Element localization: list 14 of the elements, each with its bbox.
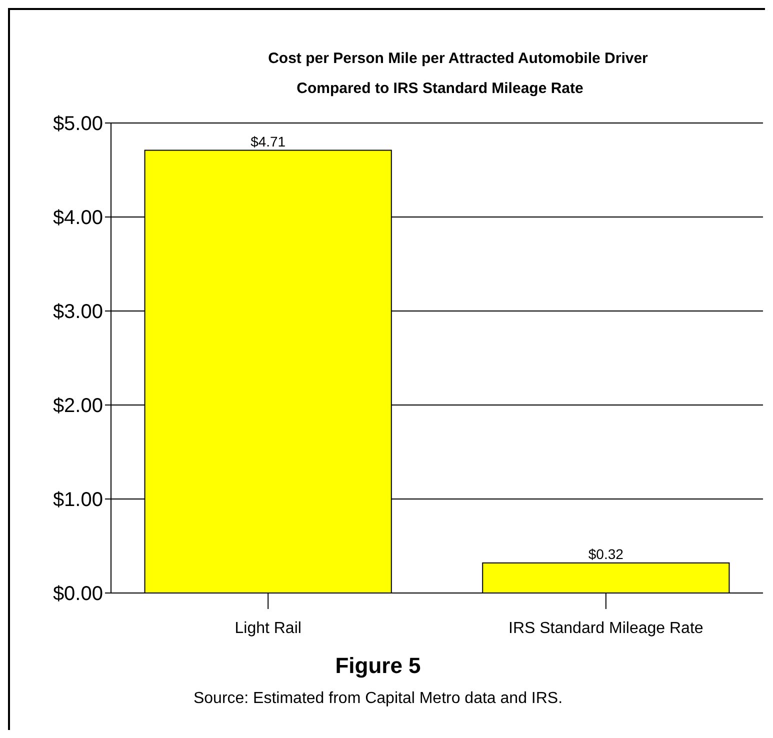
y-tick-label: $0.00: [52, 583, 103, 605]
y-tick-label: $2.00: [52, 395, 103, 417]
chart-title: Cost per Person Mile per Attracted Automobile Driver: [268, 50, 648, 67]
y-tick-label: $4.00: [52, 207, 103, 229]
caption: Figure 5: [335, 653, 421, 678]
x-tick-label: Light Rail: [234, 620, 302, 637]
data-label: $4.71: [250, 133, 286, 150]
y-tick-label: $5.00: [52, 113, 103, 135]
y-tick-label: $3.00: [52, 301, 103, 323]
chart-subtitle: Compared to IRS Standard Mileage Rate: [296, 80, 584, 97]
data-label: $0.32: [588, 546, 624, 562]
x-tick-label: IRS Standard Mileage Rate: [508, 620, 704, 637]
y-tick-label: $1.00: [52, 489, 103, 511]
source-note: Source: Estimated from Capital Metro data and IRS.: [193, 690, 563, 707]
